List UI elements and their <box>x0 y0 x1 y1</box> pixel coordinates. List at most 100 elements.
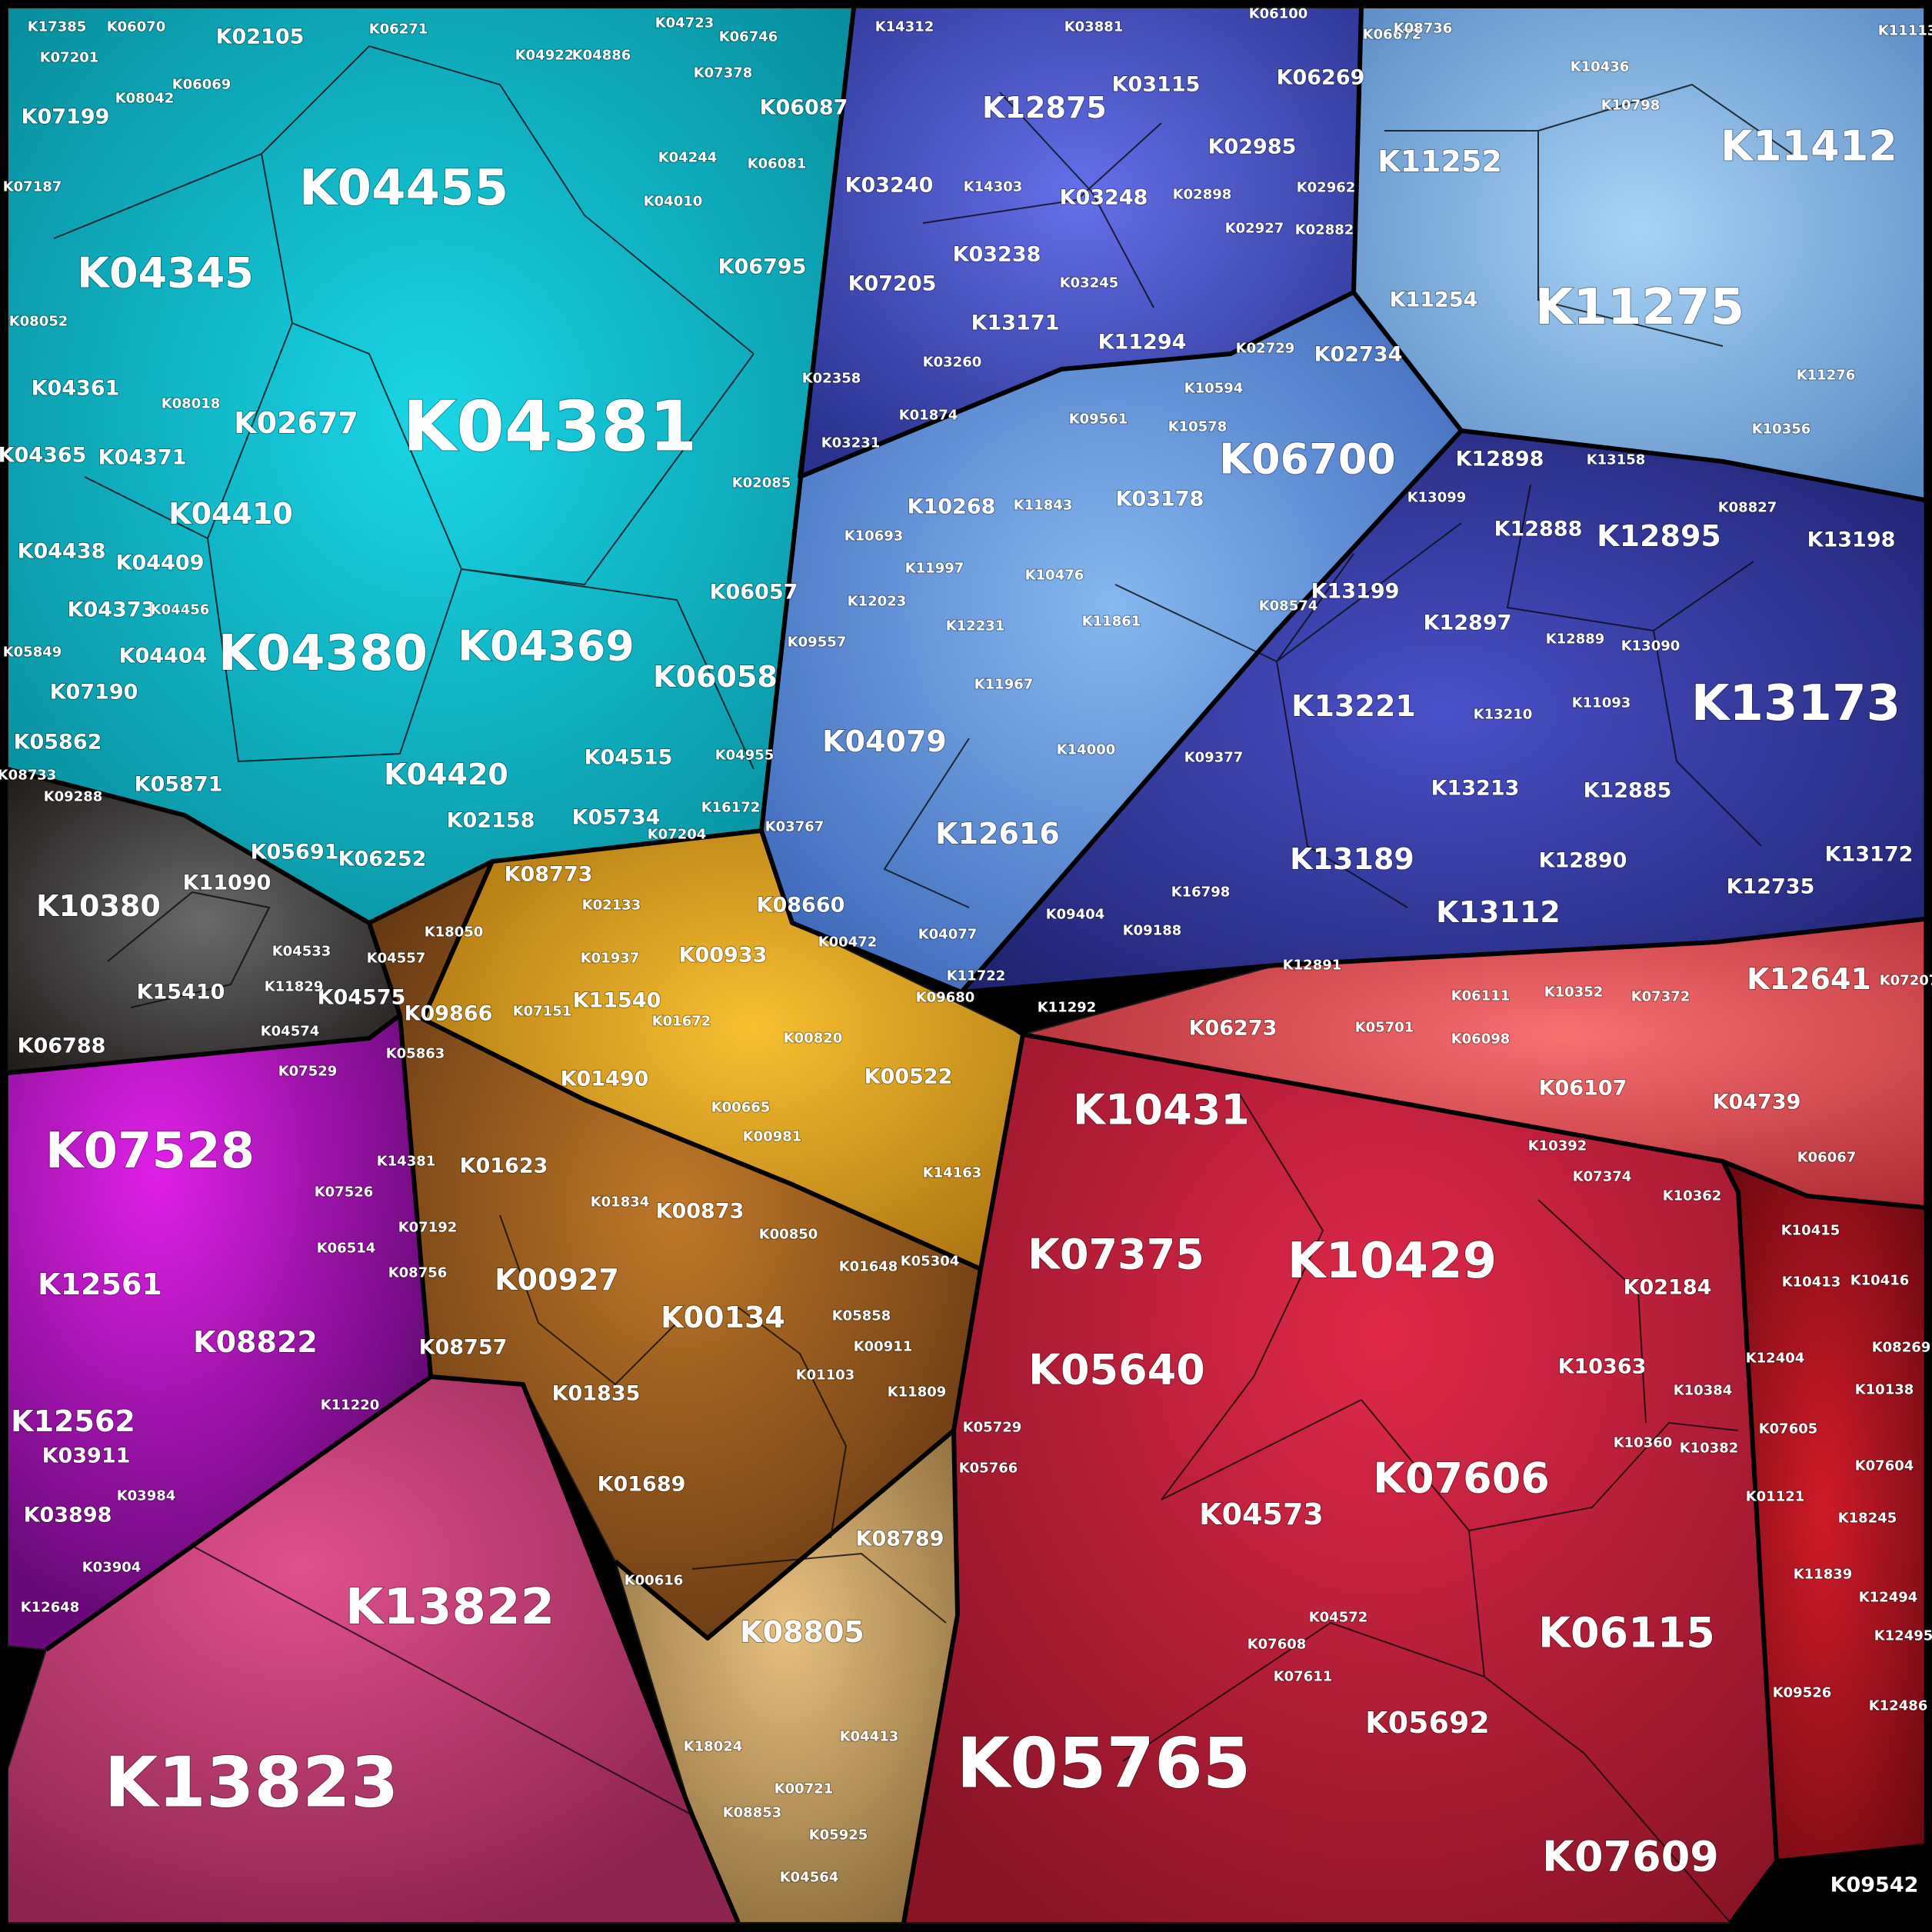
cell-label-k03767: K03767 <box>765 819 824 835</box>
cell-label-k07207: K07207 <box>1880 973 1932 989</box>
cell-label-k11090: K11090 <box>183 871 271 895</box>
cell-label-k07608: K07608 <box>1247 1637 1307 1653</box>
cell-label-k03115: K03115 <box>1112 73 1201 97</box>
cell-label-k10416: K10416 <box>1850 1273 1910 1289</box>
cell-label-k05858: K05858 <box>832 1308 891 1324</box>
cell-label-k02985: K02985 <box>1208 135 1297 159</box>
cell-label-k13090: K13090 <box>1621 638 1681 655</box>
cell-label-k03245: K03245 <box>1060 275 1119 291</box>
major-cell-borders <box>45 45 1793 1924</box>
cell-label-k11294: K11294 <box>1098 331 1187 355</box>
cell-label-k11220: K11220 <box>321 1397 380 1414</box>
cell-label-k08773: K08773 <box>505 863 593 887</box>
cell-label-k02105: K02105 <box>216 25 305 49</box>
cell-label-k07374: K07374 <box>1573 1169 1632 1185</box>
cell-label-k13822: K13822 <box>345 1579 555 1636</box>
cell-label-k13099: K13099 <box>1407 490 1467 506</box>
cell-label-k04365: K04365 <box>0 444 86 468</box>
cell-label-k06746: K06746 <box>719 29 778 45</box>
cell-label-k08853: K08853 <box>723 1805 782 1821</box>
cell-label-k01689: K01689 <box>598 1473 686 1497</box>
cell-label-k10360: K10360 <box>1614 1435 1673 1451</box>
cell-label-k08789: K08789 <box>856 1527 944 1551</box>
cell-label-k08757: K08757 <box>419 1336 508 1360</box>
cell-label-k06788: K06788 <box>18 1034 106 1058</box>
cell-label-k04371: K04371 <box>98 446 187 470</box>
cell-label-k07192: K07192 <box>398 1220 458 1236</box>
cell-label-k06269: K06269 <box>1277 66 1365 90</box>
cell-label-k04557: K04557 <box>367 951 426 967</box>
cell-label-k10798: K10798 <box>1601 98 1661 114</box>
cell-label-k04381: K04381 <box>403 387 698 468</box>
cell-label-k03178: K03178 <box>1116 488 1204 511</box>
cell-label-k10392: K10392 <box>1528 1138 1587 1154</box>
cell-label-k12495: K12495 <box>1874 1628 1932 1644</box>
cell-label-k06107: K06107 <box>1539 1077 1627 1101</box>
cell-label-k10693: K10693 <box>844 528 904 545</box>
cell-label-k00522: K00522 <box>864 1065 953 1089</box>
cell-label-k00981: K00981 <box>743 1129 802 1145</box>
cell-label-k09377: K09377 <box>1184 750 1244 766</box>
cell-label-k05692: K05692 <box>1365 1706 1490 1740</box>
cell-label-k02133: K02133 <box>582 898 641 914</box>
cell-label-k01623: K01623 <box>460 1154 548 1178</box>
cell-label-k09557: K09557 <box>788 635 847 651</box>
cell-label-k11276: K11276 <box>1797 368 1856 384</box>
cell-label-k07204: K07204 <box>648 827 707 843</box>
cell-label-k06111: K06111 <box>1451 988 1511 1004</box>
cell-label-k08018: K08018 <box>162 396 221 412</box>
cell-label-k09188: K09188 <box>1123 923 1182 939</box>
cell-label-k03881: K03881 <box>1064 19 1124 35</box>
cell-label-k12641: K12641 <box>1747 962 1871 996</box>
cell-label-k08827: K08827 <box>1718 500 1777 516</box>
cell-label-k11275: K11275 <box>1535 279 1744 336</box>
cell-label-k02927: K02927 <box>1225 221 1284 237</box>
cell-label-k18024: K18024 <box>684 1739 743 1755</box>
cell-label-k14303: K14303 <box>964 179 1023 195</box>
cell-label-k10352: K10352 <box>1544 984 1604 1001</box>
cell-label-k06058: K06058 <box>653 660 778 694</box>
cell-label-k05304: K05304 <box>901 1254 960 1270</box>
cell-label-k10476: K10476 <box>1025 568 1084 584</box>
cell-label-k12404: K12404 <box>1746 1351 1805 1367</box>
cell-label-k05734: K05734 <box>572 806 661 830</box>
cell-label-k12890: K12890 <box>1539 849 1627 873</box>
cell-label-k10380: K10380 <box>36 889 161 923</box>
cell-label-k00911: K00911 <box>854 1339 913 1355</box>
cell-label-k03240: K03240 <box>845 174 934 198</box>
cell-label-k07611: K07611 <box>1274 1669 1333 1685</box>
cell-label-k17385: K17385 <box>28 19 87 35</box>
cell-label-k04455: K04455 <box>299 160 508 217</box>
cell-label-k12562: K12562 <box>11 1404 135 1438</box>
cell-label-k03231: K03231 <box>821 435 881 451</box>
cell-label-k13172: K13172 <box>1825 843 1914 867</box>
cell-label-k04515: K04515 <box>585 746 673 770</box>
cell-label-k10268: K10268 <box>908 495 996 519</box>
cell-label-k13210: K13210 <box>1474 707 1533 723</box>
cell-label-k05691: K05691 <box>251 841 339 864</box>
cell-label-k08736: K08736 <box>1394 21 1453 37</box>
cell-label-k12494: K12494 <box>1859 1590 1918 1606</box>
cell-label-k03898: K03898 <box>24 1504 112 1527</box>
cell-label-k04244: K04244 <box>658 150 718 166</box>
cell-label-k10594: K10594 <box>1184 381 1244 397</box>
cell-label-k06098: K06098 <box>1451 1031 1511 1048</box>
cell-label-k07528: K07528 <box>45 1123 255 1180</box>
cell-label-k02358: K02358 <box>802 371 861 387</box>
cell-label-k07609: K07609 <box>1542 1833 1719 1881</box>
cell-label-k04373: K04373 <box>68 598 156 622</box>
cell-label-k07529: K07529 <box>278 1064 338 1080</box>
cell-label-k08574: K08574 <box>1259 598 1318 615</box>
cell-label-k14000: K14000 <box>1057 742 1116 758</box>
cell-label-k00933: K00933 <box>679 944 768 968</box>
cell-label-k04533: K04533 <box>272 944 331 960</box>
cell-label-k01672: K01672 <box>652 1014 711 1030</box>
cell-label-k04345: K04345 <box>77 249 254 298</box>
cell-label-k04420: K04420 <box>384 758 508 791</box>
cell-label-k02734: K02734 <box>1314 343 1403 367</box>
cell-label-k02962: K02962 <box>1297 180 1356 196</box>
cell-label-k04079: K04079 <box>822 724 947 758</box>
cell-label-k04077: K04077 <box>918 927 978 943</box>
cell-label-k11722: K11722 <box>947 968 1006 984</box>
